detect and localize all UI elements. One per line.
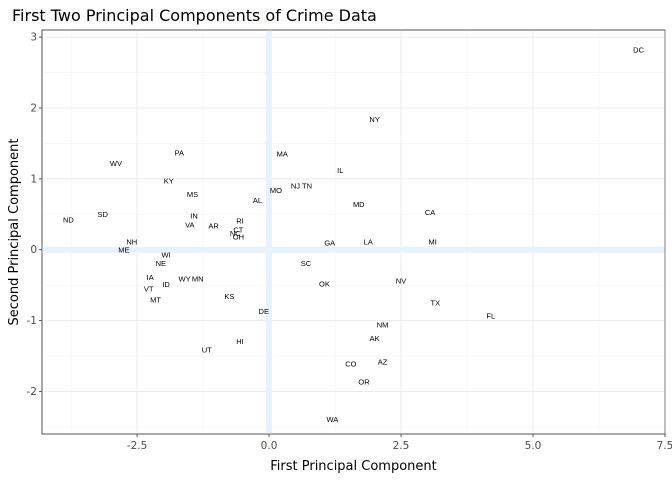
state-label-nv: NV	[396, 277, 406, 286]
state-label-wa: WA	[326, 415, 338, 424]
state-label-ct: CT	[233, 226, 243, 235]
point-labels: DC NY PA MA WV IL KY NJ TN MO MS AL MD CA SD IN ND RI VA AR…	[63, 46, 645, 424]
state-label-fl: FL	[486, 311, 495, 320]
state-label-ny: NY	[369, 115, 379, 124]
state-label-co: CO	[345, 360, 356, 369]
state-label-nm: NM	[377, 321, 389, 330]
state-label-md: MD	[353, 200, 365, 209]
y-tick-label: 0	[30, 244, 37, 256]
state-label-ia: IA	[147, 273, 154, 282]
state-label-wy: WY	[179, 274, 191, 283]
state-label-la: LA	[364, 238, 373, 247]
x-tick-label: 0.0	[261, 440, 278, 452]
state-label-nc: NC	[230, 229, 241, 238]
state-label-ne: NE	[156, 259, 166, 268]
x-tick-label: -2.5	[127, 440, 148, 452]
state-label-sc: SC	[301, 259, 312, 268]
y-tick-label: 3	[30, 32, 37, 44]
state-label-wi: WI	[161, 250, 170, 259]
y-axis-ticks: -2 -1 0 1 2 3	[27, 32, 42, 398]
state-label-mo: MO	[270, 186, 282, 195]
state-label-vt: VT	[144, 284, 154, 293]
state-label-al: AL	[253, 196, 262, 205]
y-axis-title: Second Principal Component	[7, 139, 22, 326]
state-label-nh: NH	[126, 238, 137, 247]
state-label-ks: KS	[224, 292, 234, 301]
state-label-tx: TX	[431, 299, 441, 308]
state-label-or: OR	[358, 377, 370, 386]
y-tick-label: 1	[30, 173, 37, 185]
state-label-oh: OH	[233, 233, 244, 242]
state-label-in: IN	[190, 211, 198, 220]
state-label-hi: HI	[236, 337, 244, 346]
state-label-me: ME	[118, 245, 129, 254]
state-label-ms: MS	[187, 190, 198, 199]
x-tick-label: 2.5	[393, 440, 410, 452]
x-tick-label: 7.5	[657, 440, 672, 452]
state-label-ri: RI	[236, 216, 244, 225]
y-tick-label: -2	[27, 386, 37, 398]
state-label-ma: MA	[277, 150, 288, 159]
state-label-nd: ND	[63, 216, 74, 225]
y-tick-label: 2	[30, 102, 37, 114]
state-label-ok: OK	[319, 279, 330, 288]
state-label-va: VA	[185, 221, 194, 230]
state-label-il: IL	[337, 166, 343, 175]
state-label-ak: AK	[370, 334, 380, 343]
state-label-ar: AR	[208, 221, 219, 230]
state-label-id: ID	[162, 280, 170, 289]
state-label-sd: SD	[98, 210, 109, 219]
zero-reference-lines	[42, 30, 665, 434]
state-label-pa: PA	[175, 148, 184, 157]
state-label-mi: MI	[429, 238, 437, 247]
x-axis-title: First Principal Component	[270, 459, 437, 474]
x-axis-ticks: -2.5 0.0 2.5 5.0 7.5	[127, 434, 672, 452]
state-label-tn: TN	[302, 182, 312, 191]
state-label-ga: GA	[324, 238, 335, 247]
state-label-ca: CA	[425, 208, 435, 217]
y-tick-label: -1	[27, 315, 37, 327]
state-label-az: AZ	[378, 357, 388, 366]
state-label-de: DE	[259, 307, 269, 316]
state-label-ky: KY	[164, 177, 174, 186]
minor-gridlines	[42, 30, 665, 434]
plot-border	[41, 29, 666, 435]
state-label-mt: MT	[150, 296, 161, 305]
state-label-dc: DC	[633, 46, 644, 55]
state-label-wv: WV	[110, 159, 122, 168]
plot-panel	[41, 29, 666, 435]
state-label-ut: UT	[202, 345, 212, 354]
x-tick-label: 5.0	[525, 440, 542, 452]
chart-title: First Two Principal Components of Crime …	[12, 6, 377, 25]
state-label-nj: NJ	[291, 182, 300, 191]
state-label-mn: MN	[192, 274, 204, 283]
